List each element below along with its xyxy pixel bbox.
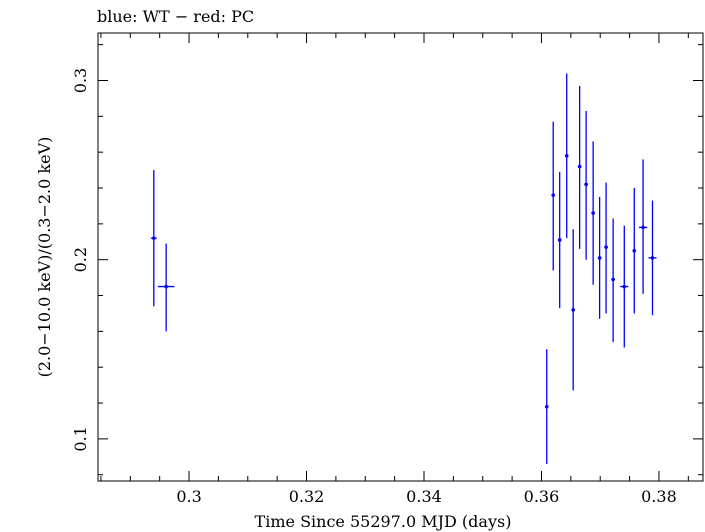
x-tick-label: 0.34 [406, 487, 442, 506]
x-axis-label: Time Since 55297.0 MJD (days) [255, 512, 512, 531]
y-tick-label: 0.1 [71, 426, 90, 451]
point-marker [584, 182, 588, 187]
point-marker [564, 153, 569, 158]
point-marker [571, 308, 575, 312]
data-point [551, 121, 556, 271]
point-marker [597, 256, 602, 260]
point-marker [557, 238, 562, 242]
x-tick-label: 0.38 [641, 487, 677, 506]
plot-frame [97, 32, 704, 482]
y-tick-label: 0.2 [71, 247, 90, 272]
data-points [150, 73, 657, 464]
data-point [611, 218, 615, 343]
data-point [157, 243, 175, 332]
data-point [591, 141, 595, 285]
series-wt [150, 73, 657, 464]
x-tick-label: 0.36 [524, 487, 560, 506]
data-point [632, 188, 637, 314]
data-point [557, 171, 562, 309]
data-point [620, 225, 629, 348]
data-point [571, 229, 575, 391]
point-marker [641, 225, 645, 230]
point-marker [551, 193, 556, 197]
x-tick-label: 0.32 [289, 487, 325, 506]
data-point [150, 170, 157, 307]
point-marker [544, 404, 549, 409]
point-marker [650, 256, 655, 260]
point-marker [577, 164, 582, 169]
point-marker [164, 284, 168, 289]
axis-ticks: 0.3 0.32 0.34 0.36 0.38 0.1 0.2 0.3 [71, 33, 703, 506]
point-marker [604, 245, 608, 249]
data-point [648, 200, 657, 316]
point-marker [632, 248, 637, 253]
data-point [577, 85, 582, 249]
y-tick-label: 0.3 [71, 68, 90, 93]
point-marker [622, 284, 627, 289]
data-point [544, 349, 549, 464]
y-axis-label: (2.0−10.0 keV)/(0.3−2.0 keV) [35, 137, 54, 378]
point-marker [591, 211, 595, 215]
data-point [604, 182, 608, 314]
point-marker [611, 277, 615, 282]
data-point [584, 110, 588, 260]
data-point [564, 73, 569, 239]
data-point [597, 196, 602, 319]
x-tick-label: 0.3 [176, 487, 201, 506]
chart-title: blue: WT − red: PC [97, 7, 254, 26]
data-point [638, 159, 648, 294]
point-marker [152, 236, 156, 240]
